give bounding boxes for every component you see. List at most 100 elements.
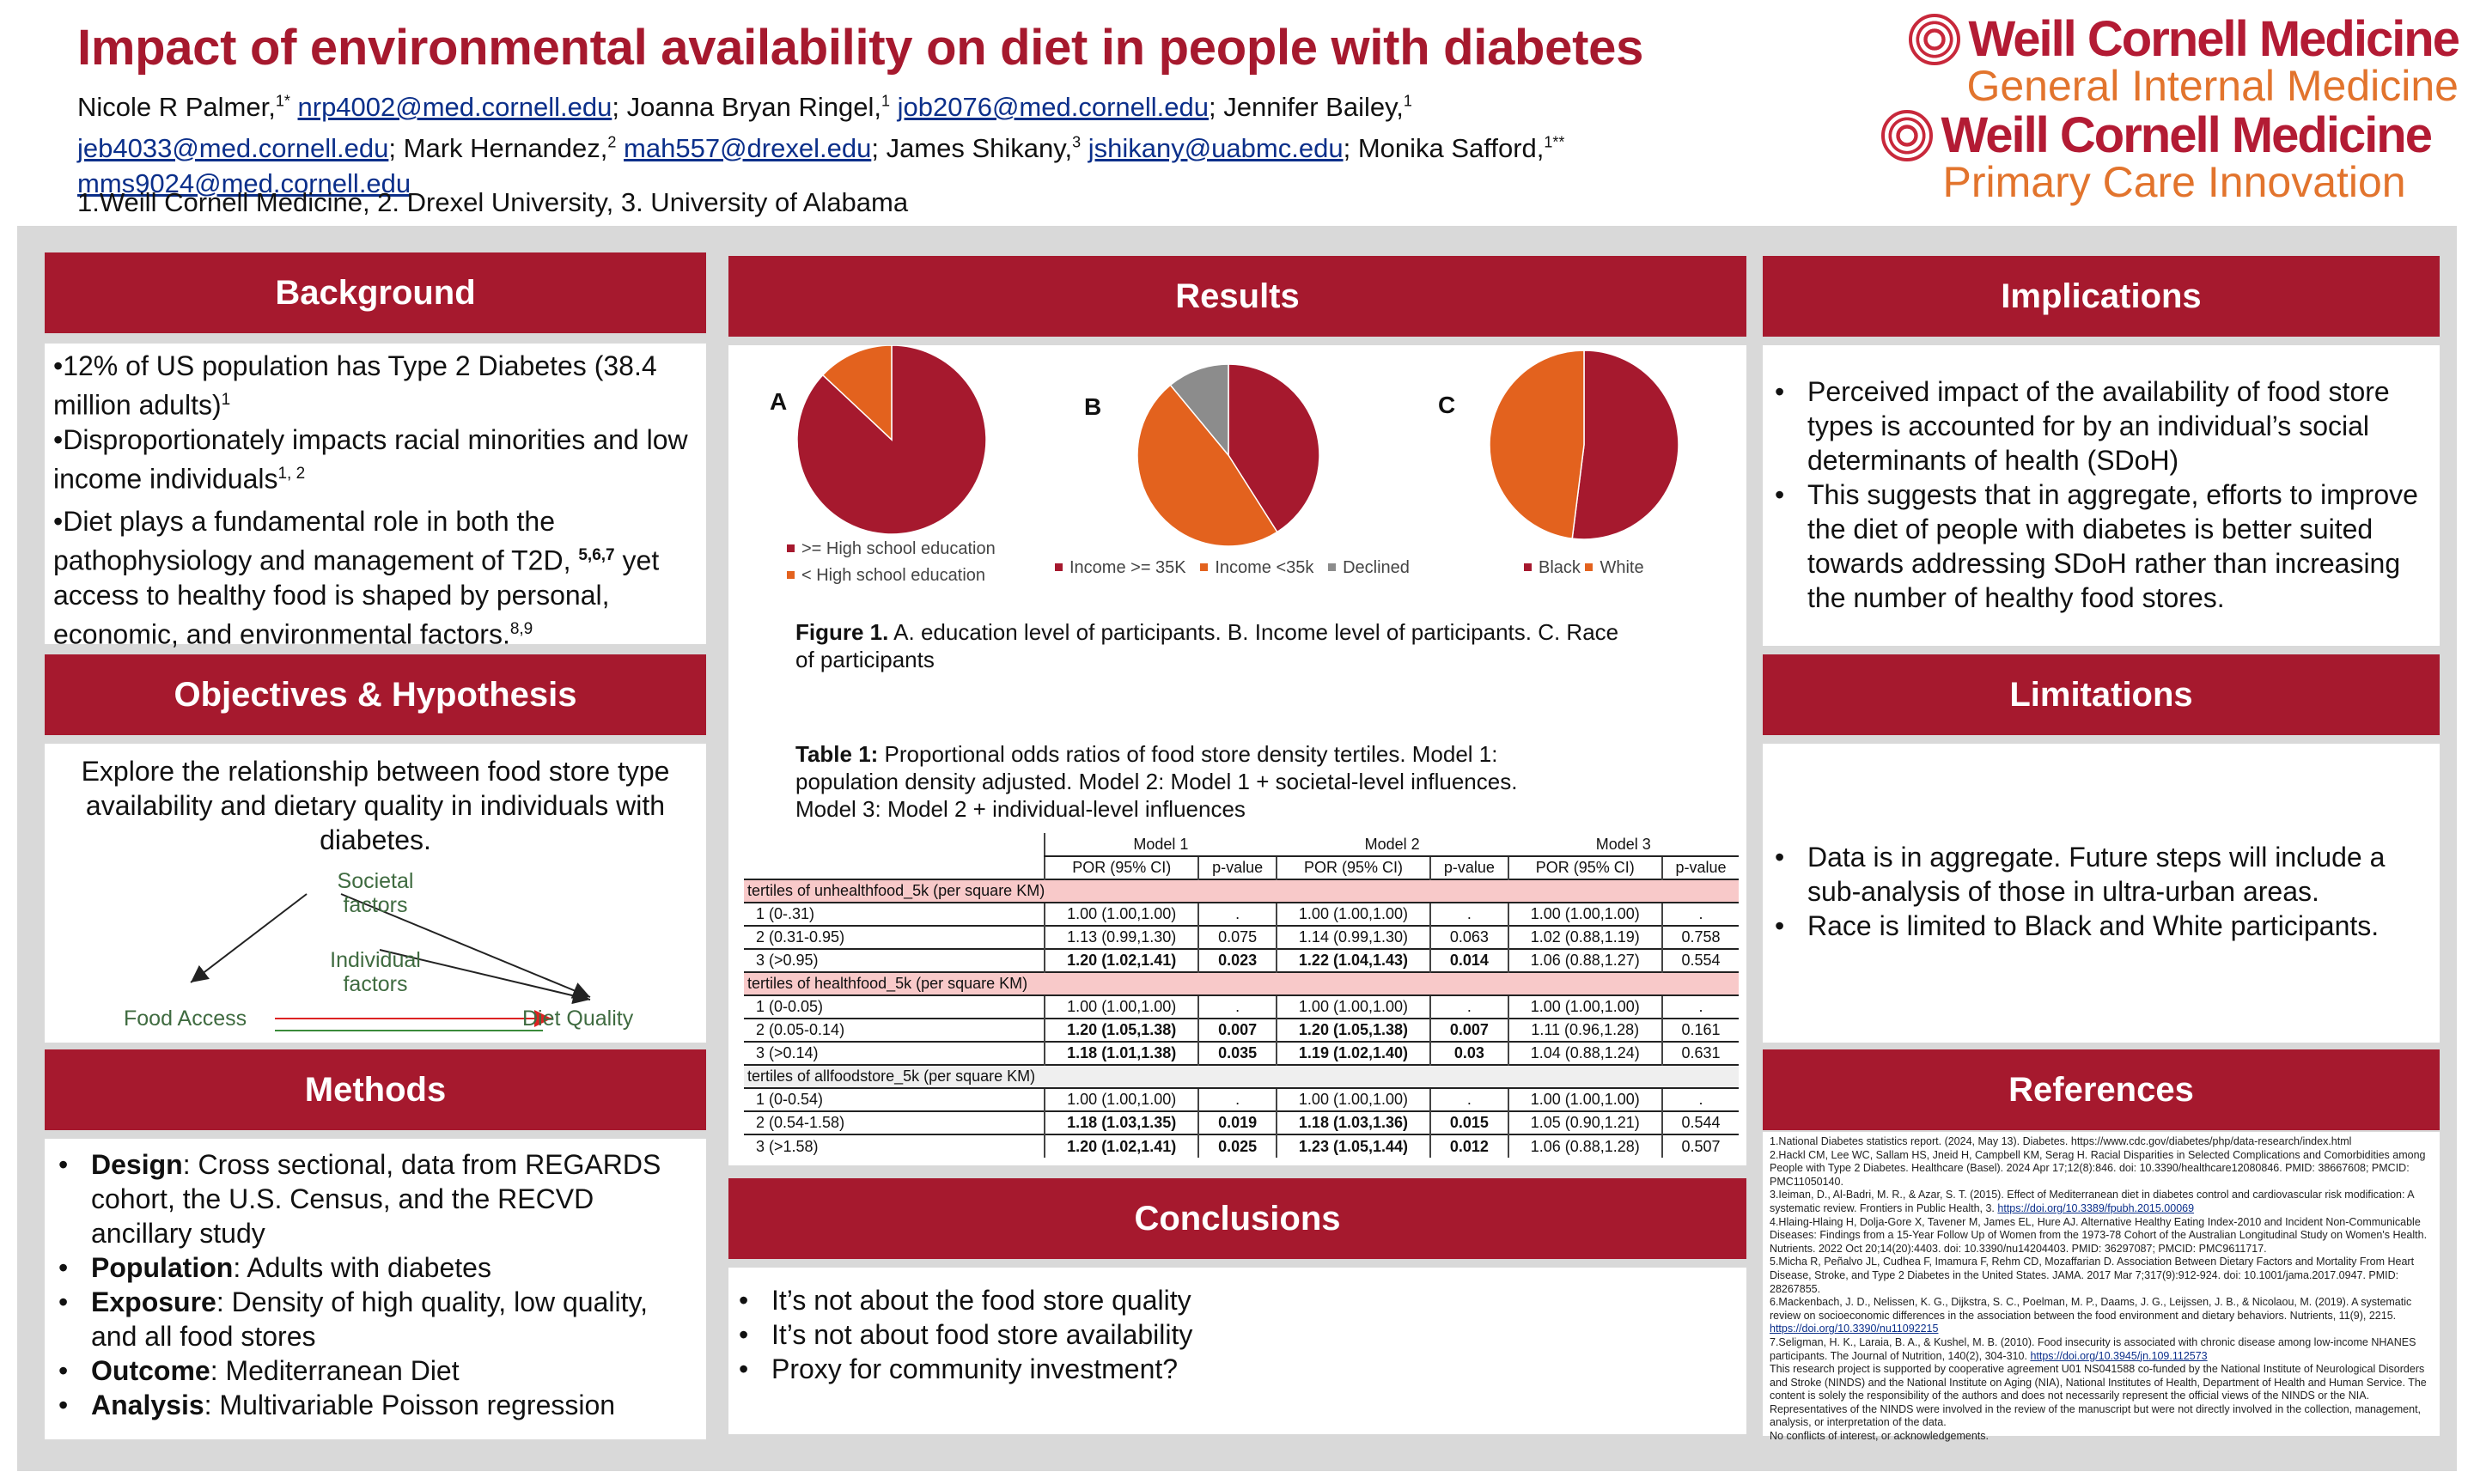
author-email-link[interactable]: jshikany@uabmc.edu	[1088, 132, 1344, 163]
reference-link[interactable]: https://doi.org/10.3390/nu11092215	[1770, 1323, 1939, 1335]
reference-item: 3.Ieiman, D., Al-Badri, M. R., & Azar, S…	[1770, 1189, 2414, 1214]
table-cell: 1.05 (0.90,1.21)	[1507, 1110, 1662, 1134]
background-point-1: •12% of US population has Type 2 Diabete…	[53, 350, 657, 421]
legend-swatch	[787, 571, 795, 580]
row-label: 2 (0.31-0.95)	[744, 925, 1045, 949]
methods-item: Outcome: Mediterranean Diet	[52, 1353, 699, 1388]
individual-to-diet-quality-arrow	[379, 949, 591, 1005]
reference-item: 2.Hackl CM, Lee WC, Sallam HS, Jneid H, …	[1770, 1148, 2426, 1188]
legend-swatch	[1055, 563, 1063, 572]
table-cell: 1.13 (0.99,1.30)	[1043, 925, 1199, 949]
table-cell: .	[1197, 994, 1277, 1019]
individual-factors-label: Individual factors	[330, 948, 421, 996]
pie-a-slice-2	[821, 345, 893, 441]
column-header-por: POR (95% CI)	[1043, 856, 1199, 879]
table-cell: 1.00 (1.00,1.00)	[1043, 902, 1199, 926]
table-cell: .	[1661, 994, 1739, 1019]
limitations-list: Data is in aggregate. Future steps will …	[1768, 840, 2431, 943]
figure-caption: Figure 1. A. education level of particip…	[795, 619, 1619, 672]
table-cell: 0.758	[1661, 925, 1739, 949]
table-cell: 1.00 (1.00,1.00)	[1275, 1087, 1431, 1111]
author: Joanna Bryan Ringel,1 job2076@med.cornel…	[626, 92, 1216, 123]
table-cell: 0.631	[1661, 1041, 1739, 1065]
reference-item: 1.National Diabetes statistics report. (…	[1770, 1135, 2352, 1147]
results-panel: A B C >= High school education < High sc…	[728, 345, 1746, 1165]
table-cell: 0.012	[1429, 1134, 1508, 1158]
table-cell: .	[1429, 994, 1508, 1019]
legend-item: Declined	[1328, 558, 1410, 577]
methods-heading: Methods	[45, 1049, 706, 1130]
reference-item: No conflicts of interest, or acknowledge…	[1770, 1430, 1989, 1443]
reference-link[interactable]: https://doi.org/10.3945/jn.109.112573	[2030, 1349, 2208, 1362]
table-cell: 1.22 (1.04,1.43)	[1275, 948, 1431, 972]
author-email-link[interactable]: job2076@med.cornell.edu	[897, 92, 1209, 123]
legend-swatch	[1328, 563, 1337, 572]
column-header-pvalue: p-value	[1429, 856, 1508, 879]
table-cell: 1.00 (1.00,1.00)	[1043, 1087, 1199, 1111]
table-cell: 0.075	[1197, 925, 1277, 949]
pie-b-slice-3	[1169, 363, 1229, 458]
conceptual-diagram	[190, 893, 591, 1031]
author-email-link[interactable]: mms9024@med.cornell.edu	[77, 167, 411, 198]
limitation-item: Race is limited to Black and White parti…	[1768, 909, 2431, 943]
row-label: 1 (0-0.05)	[744, 994, 1045, 1019]
table-cell: 1.20 (1.02,1.41)	[1043, 1134, 1199, 1158]
reference-item: 4.Hlaing-Hlaing H, Dolja-Gore X, Tavener…	[1770, 1215, 2428, 1255]
table-cell: 1.19 (1.02,1.40)	[1275, 1041, 1431, 1065]
results-table-wrap: Model 1 Model 2 Model 3 POR (95% CI) p-value…	[744, 833, 1739, 1158]
table-cell: 0.007	[1429, 1018, 1508, 1042]
table-row: 2 (0.54-1.58) 1.18 (1.03,1.35) 0.019 1.18 (…	[744, 1110, 1739, 1134]
societal-to-diet-quality-arrow	[340, 893, 591, 999]
poster-title: Impact of environmental availability on …	[77, 20, 1644, 76]
table-cell: 1.20 (1.05,1.38)	[1043, 1018, 1199, 1042]
reference-link[interactable]: https://doi.org/10.3389/fpubh.2015.00069	[1997, 1201, 2195, 1214]
table-cell: .	[1197, 902, 1277, 926]
implications-heading: Implications	[1763, 256, 2440, 337]
row-label: 3 (>0.95)	[744, 948, 1045, 972]
table-row: 2 (0.05-0.14) 1.20 (1.05,1.38) 0.007 1.20 (…	[744, 1018, 1739, 1042]
pie-a-legend: >= High school education < High school e…	[787, 536, 996, 589]
table-row: 3 (>0.14) 1.18 (1.01,1.38) 0.035 1.19 (1.02…	[744, 1041, 1739, 1065]
model-header: Model 1	[1044, 833, 1277, 857]
limitation-item: Data is in aggregate. Future steps will …	[1768, 840, 2431, 909]
conclusion-item: It’s not about the food store quality	[732, 1283, 1746, 1317]
pie-b-legend: Income >= 35K Income <35k Declined	[1055, 558, 1410, 578]
author: Monika Safford,1** mms9024@med.cornell.e…	[77, 132, 1565, 198]
logo-subtitle: Primary Care Innovation	[1942, 158, 2406, 206]
societal-to-food-access-arrow	[190, 893, 308, 983]
author-email-link[interactable]: mah557@drexel.edu	[624, 132, 872, 163]
pie-charts	[796, 345, 1679, 547]
column-header-pvalue: p-value	[1197, 856, 1277, 879]
author: Mark Hernandez,2 mah557@drexel.edu;	[403, 132, 879, 163]
table-cell: 1.11 (0.96,1.28)	[1507, 1018, 1662, 1042]
methods-item: Analysis: Multivariable Poisson regressi…	[52, 1388, 699, 1422]
legend-item: Income >= 35K	[1055, 558, 1186, 577]
author: James Shikany,3 jshikany@uabmc.edu;	[886, 132, 1351, 163]
table-row: 3 (>0.95) 1.20 (1.02,1.41) 0.023 1.22 (1.04…	[744, 948, 1739, 972]
table-row: 2 (0.31-0.95) 1.13 (0.99,1.30) 0.075 1.14 (…	[744, 925, 1739, 949]
column-header-pvalue: p-value	[1661, 856, 1739, 879]
table-cell: .	[1429, 1087, 1508, 1111]
legend-swatch	[1200, 563, 1209, 572]
reference-item: 5.Micha R, Peñalvo JL, Cudhea F, Imamura…	[1770, 1256, 2415, 1295]
row-label: 3 (>1.58)	[744, 1134, 1045, 1158]
background-point-3: •Diet plays a fundamental role in both t…	[53, 506, 660, 650]
author-email-link[interactable]: nrp4002@med.cornell.edu	[297, 92, 612, 123]
legend-item: Black	[1524, 558, 1581, 577]
logo-primary-care-innovation: Weill Cornell Medicine Primary Care Inno…	[1880, 106, 2433, 207]
table-cell: 1.20 (1.05,1.38)	[1275, 1018, 1431, 1042]
societal-factors-label: Societal factors	[337, 869, 414, 917]
table-cell: 0.161	[1661, 1018, 1739, 1042]
author-email-link[interactable]: jeb4033@med.cornell.edu	[77, 132, 389, 163]
pie-c-label: C	[1438, 392, 1456, 418]
references-heading: References	[1763, 1049, 2440, 1130]
table-cell: 0.019	[1197, 1110, 1277, 1134]
pie-a-label: A	[770, 388, 788, 415]
legend-item: >= High school education	[787, 536, 996, 563]
legend-swatch	[1585, 563, 1593, 572]
table-cell: 1.14 (0.99,1.30)	[1275, 925, 1431, 949]
implication-item: This suggests that in aggregate, efforts…	[1768, 477, 2431, 615]
table-cell: 1.00 (1.00,1.00)	[1043, 994, 1199, 1019]
table-cell: 0.544	[1661, 1110, 1739, 1134]
table-cell: 1.00 (1.00,1.00)	[1507, 1087, 1662, 1111]
